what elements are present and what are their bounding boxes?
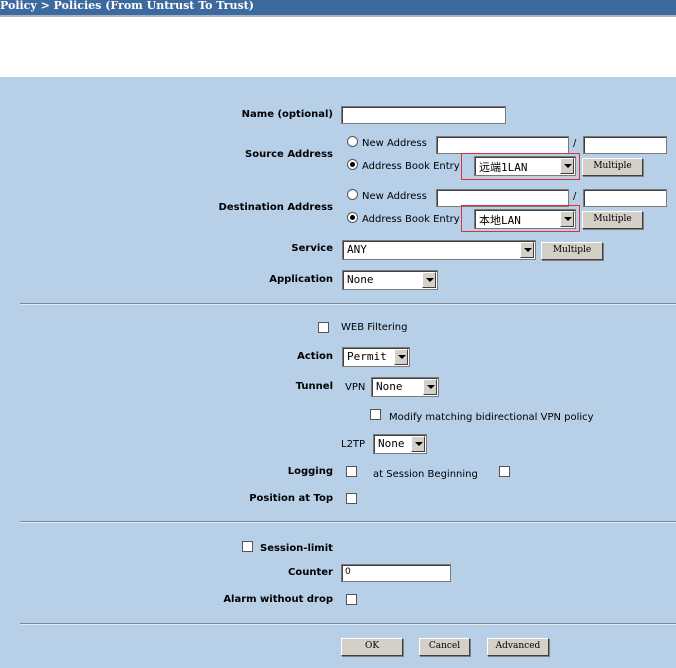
chevron-down-icon[interactable]: [560, 158, 574, 174]
source-address-book-label: Address Book Entry: [362, 161, 460, 172]
breadcrumb: Policy > Policies (From Untrust To Trust…: [0, 0, 254, 12]
destination-address-book-radio[interactable]: [347, 212, 358, 223]
l2tp-label: L2TP: [341, 439, 366, 450]
application-select[interactable]: None: [342, 270, 438, 290]
chevron-down-icon[interactable]: [422, 272, 436, 288]
chevron-down-icon[interactable]: [394, 349, 408, 365]
service-value: ANY: [347, 243, 367, 256]
web-filtering-label: WEB Filtering: [341, 322, 408, 333]
vpn-select[interactable]: None: [371, 377, 439, 397]
destination-multiple-button[interactable]: Multiple: [582, 211, 643, 229]
vpn-value: None: [376, 380, 403, 393]
modify-vpn-policy-label: Modify matching bidirectional VPN policy: [389, 412, 594, 423]
chevron-down-icon[interactable]: [520, 242, 534, 258]
chevron-down-icon[interactable]: [411, 436, 425, 452]
destination-new-address-radio[interactable]: [347, 189, 358, 200]
chevron-down-icon[interactable]: [423, 379, 437, 395]
service-select[interactable]: ANY: [342, 240, 536, 260]
counter-input[interactable]: 0: [341, 564, 451, 582]
logging-label: Logging: [287, 466, 333, 477]
l2tp-value: None: [378, 437, 405, 450]
cancel-button[interactable]: Cancel: [419, 638, 470, 656]
advanced-button[interactable]: Advanced: [487, 638, 549, 656]
source-address-book-value: 远端1LAN: [479, 161, 528, 174]
source-address-book-select[interactable]: 远端1LAN: [474, 156, 576, 176]
source-slash: /: [573, 138, 577, 149]
source-new-address-radio[interactable]: [347, 136, 358, 147]
action-value: Permit: [347, 350, 387, 363]
title-bar: Policy > Policies (From Untrust To Trust…: [0, 0, 676, 15]
highlight-box: [461, 153, 580, 180]
highlight-box: [461, 205, 580, 232]
destination-address-label: Destination Address: [218, 202, 333, 213]
source-new-address-input[interactable]: [436, 136, 569, 154]
source-netmask-input[interactable]: [583, 136, 667, 154]
alarm-without-drop-label: Alarm without drop: [223, 594, 333, 605]
source-new-address-label: New Address: [362, 138, 427, 149]
destination-address-book-label: Address Book Entry: [362, 214, 460, 225]
destination-address-book-select[interactable]: 本地LAN: [474, 209, 576, 229]
position-top-checkbox[interactable]: [346, 493, 357, 504]
destination-netmask-input[interactable]: [583, 189, 667, 207]
service-label: Service: [291, 243, 333, 254]
destination-new-address-input[interactable]: [436, 189, 569, 207]
l2tp-select[interactable]: None: [373, 434, 427, 454]
application-label: Application: [269, 274, 333, 285]
web-filtering-checkbox[interactable]: [318, 322, 329, 333]
destination-address-book-value: 本地LAN: [479, 214, 521, 227]
session-beginning-checkbox[interactable]: [499, 466, 510, 477]
destination-slash: /: [573, 191, 577, 202]
session-limit-checkbox[interactable]: [242, 541, 253, 552]
destination-new-address-label: New Address: [362, 191, 427, 202]
logging-checkbox[interactable]: [346, 466, 357, 477]
modify-vpn-policy-checkbox[interactable]: [370, 409, 381, 420]
service-multiple-button[interactable]: Multiple: [541, 242, 603, 260]
vpn-label: VPN: [345, 382, 366, 393]
source-address-book-radio[interactable]: [347, 159, 358, 170]
name-label: Name (optional): [241, 109, 333, 120]
alarm-without-drop-checkbox[interactable]: [346, 594, 357, 605]
session-limit-label: Session-limit: [260, 543, 333, 554]
session-beginning-label: at Session Beginning: [373, 469, 478, 480]
section-divider: [20, 521, 676, 523]
application-value: None: [347, 273, 374, 286]
source-multiple-button[interactable]: Multiple: [582, 158, 643, 176]
position-top-label: Position at Top: [249, 493, 333, 504]
title-bar-divider: [0, 15, 676, 17]
source-address-label: Source Address: [245, 149, 333, 160]
section-divider: [20, 303, 676, 305]
ok-button[interactable]: OK: [341, 638, 403, 656]
name-input[interactable]: [341, 106, 506, 124]
counter-label: Counter: [288, 567, 333, 578]
chevron-down-icon[interactable]: [560, 211, 574, 227]
action-label: Action: [297, 351, 333, 362]
tunnel-label: Tunnel: [295, 381, 333, 392]
top-spacer: [0, 17, 676, 77]
action-select[interactable]: Permit: [342, 347, 410, 367]
section-divider: [20, 623, 676, 625]
